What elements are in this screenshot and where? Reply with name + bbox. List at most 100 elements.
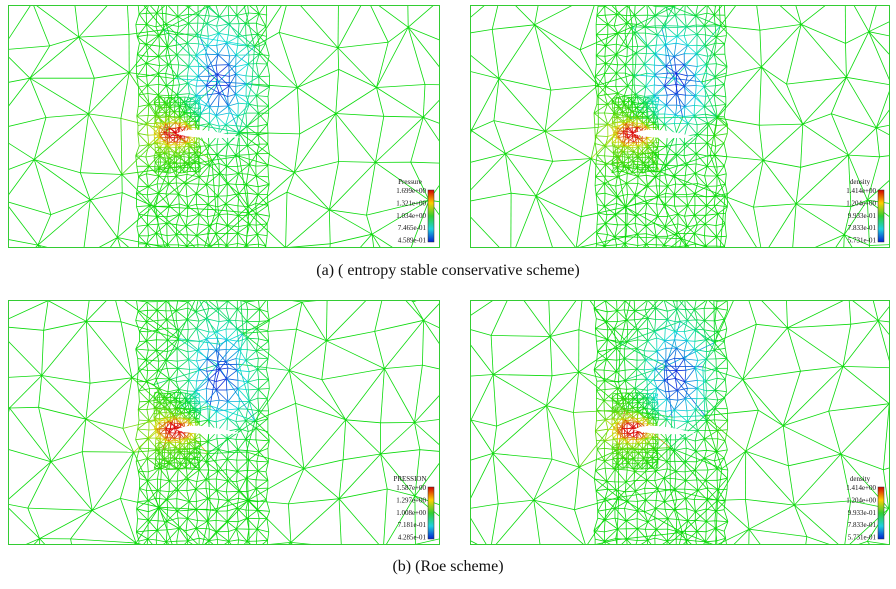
mesh-edge (803, 124, 849, 155)
mesh-edge (377, 42, 389, 87)
mesh-edge (329, 210, 330, 244)
mesh-edge (209, 532, 216, 541)
mesh-edge (717, 236, 727, 237)
mesh-edge (336, 88, 377, 114)
mesh-edge (645, 64, 655, 65)
mesh-edge (216, 223, 217, 233)
mesh-edge (697, 123, 708, 134)
mesh-edge (51, 419, 86, 462)
mesh-edge (208, 36, 209, 46)
mesh-edge (339, 69, 377, 87)
mesh-edge (228, 226, 239, 227)
mesh-edge (471, 121, 494, 131)
mesh-edge (685, 96, 696, 107)
mesh-edge (120, 452, 133, 498)
mesh-edge (216, 85, 229, 86)
mesh-edge (645, 87, 646, 97)
mesh-edge (216, 479, 217, 490)
mesh-edge (229, 55, 236, 65)
mesh-edge (595, 124, 608, 136)
mesh-edge (326, 341, 384, 369)
mesh-edge (596, 16, 597, 25)
mesh-edge (209, 116, 216, 124)
mesh-edge (51, 200, 90, 215)
mesh-edge (238, 194, 239, 206)
mesh-edge (10, 376, 42, 409)
mesh-edge (505, 154, 536, 196)
mesh-edge (304, 420, 346, 469)
mesh-edge (684, 54, 697, 65)
mesh-edge (255, 5, 290, 46)
mesh-edge (137, 166, 139, 177)
mesh-edge (632, 102, 633, 107)
mesh-edge (706, 237, 717, 246)
mesh-edge (256, 166, 268, 177)
mesh-edge (157, 310, 166, 311)
mesh-edge (724, 84, 726, 97)
mesh-edge (754, 5, 760, 30)
mesh-edge (684, 116, 694, 117)
mesh-edge (176, 176, 186, 183)
mesh-edge (763, 124, 803, 160)
mesh-edge (189, 23, 197, 34)
mesh-edge (186, 184, 187, 197)
mesh-edge (155, 172, 160, 173)
mesh-edge (229, 15, 230, 24)
mesh-edge (666, 94, 676, 105)
mesh-edge (157, 216, 158, 224)
mesh-edge (177, 66, 189, 76)
mesh-edge (725, 196, 763, 248)
mesh-edge (34, 160, 51, 215)
mesh-edge (595, 186, 596, 195)
mesh-edge (688, 123, 697, 134)
mesh-edge (647, 35, 658, 46)
mesh-edge (187, 34, 188, 43)
mesh-edge (246, 360, 258, 369)
mesh-edge (300, 114, 336, 134)
mesh-edge (258, 398, 267, 399)
mesh-edge (666, 193, 675, 194)
mesh-edge (696, 86, 697, 96)
mesh-edge (158, 245, 168, 246)
mesh-edge (189, 489, 196, 502)
mesh-edge (220, 369, 227, 378)
mesh-edge (694, 206, 706, 215)
mesh-edge (411, 117, 424, 162)
mesh-edge (198, 521, 208, 522)
mesh-edge (375, 300, 387, 331)
mesh-edge (256, 489, 266, 500)
mesh-edge (148, 187, 158, 194)
mesh-edge (687, 164, 697, 165)
mesh-edge (256, 23, 257, 34)
mesh-edge (227, 329, 237, 340)
mesh-edge (793, 5, 802, 24)
mesh-edge (179, 340, 188, 341)
mesh-edge (197, 23, 198, 34)
mesh-edge (236, 155, 250, 164)
mesh-edge (637, 234, 646, 235)
mesh-edge (605, 14, 617, 15)
mesh-edge (761, 24, 801, 67)
mesh-edge (147, 302, 148, 310)
mesh-edge (247, 321, 257, 328)
mesh-edge (343, 420, 346, 460)
mesh-edge (415, 365, 423, 422)
mesh-edge (136, 312, 138, 321)
mesh-edge (8, 376, 42, 379)
mesh-edge (536, 196, 576, 248)
mesh-edge (876, 85, 890, 128)
mesh-edge (637, 226, 646, 234)
mesh-edge (147, 322, 158, 330)
mesh-edge (304, 460, 343, 469)
mesh-edge (267, 300, 268, 312)
mesh-edge (137, 116, 138, 125)
mesh-edge (160, 413, 166, 418)
mesh-edge (647, 46, 656, 54)
mesh-edge (619, 157, 623, 158)
mesh-edge (158, 521, 167, 522)
mesh-edge (190, 142, 195, 143)
mesh-edge (216, 459, 228, 460)
mesh-edge (218, 196, 226, 204)
mesh-edge (157, 310, 167, 320)
mesh-edge (159, 397, 160, 402)
